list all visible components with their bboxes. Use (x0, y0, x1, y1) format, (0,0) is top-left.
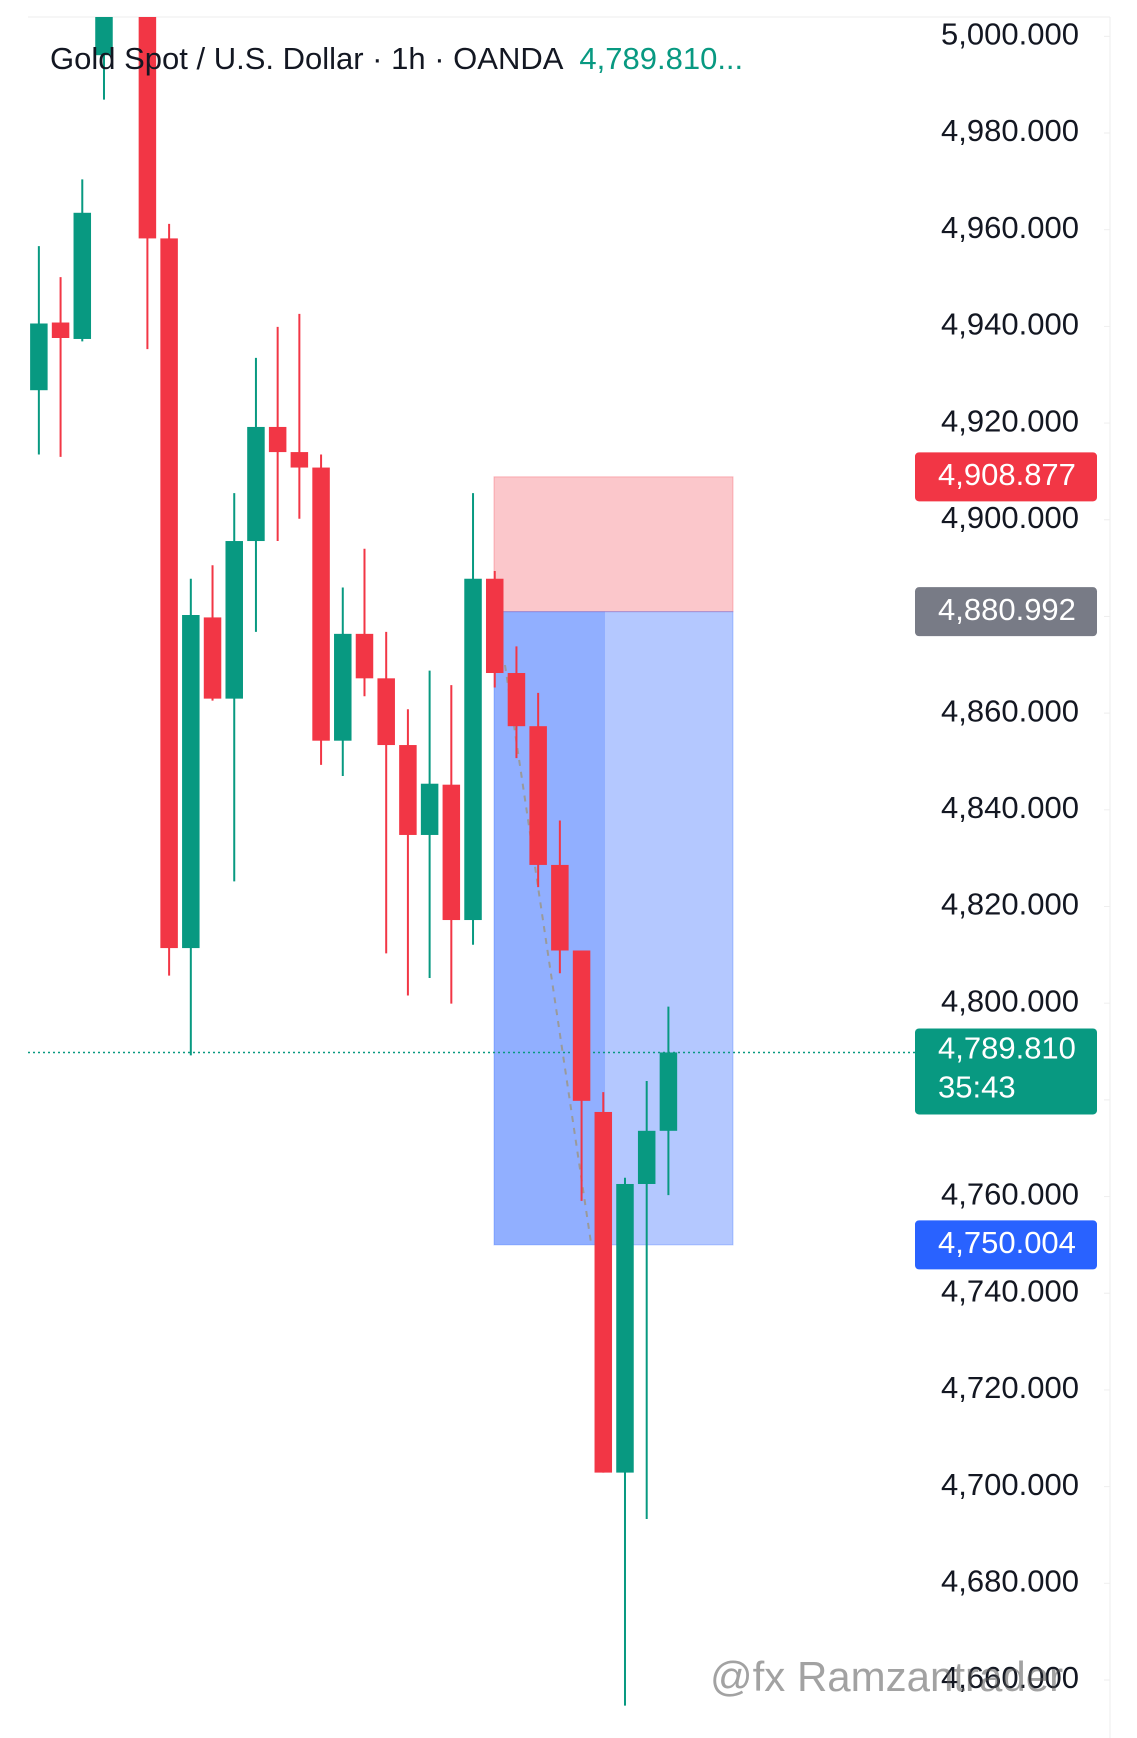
candle-body (420, 783, 439, 835)
candle-body (464, 578, 482, 921)
candle-body (334, 633, 352, 741)
price-label-box (915, 452, 1097, 502)
y-tick-label: 4,700.000 (941, 1467, 1079, 1502)
candle-body (138, 17, 157, 239)
candles (30, 17, 678, 1706)
y-tick-label: 4,980.000 (941, 113, 1079, 148)
y-tick-label: 4,920.000 (941, 403, 1079, 438)
countdown: 35:43 (938, 1070, 1016, 1105)
candle-body (572, 950, 591, 1101)
y-tick-label: 4,720.000 (941, 1370, 1079, 1405)
price-label-box (915, 1028, 1097, 1115)
y-tick-label: 4,680.000 (941, 1563, 1079, 1598)
price-label: 4,908.877 (938, 457, 1076, 492)
candle-body (594, 1111, 613, 1473)
y-tick-label: 4,900.000 (941, 500, 1079, 535)
candle-body (442, 784, 461, 921)
candle-body (268, 426, 287, 453)
candle-body (30, 323, 48, 391)
chart-title: Gold Spot / U.S. Dollar · 1h · OANDA 4,78… (50, 41, 743, 76)
watermark: @fx Ramzantrader (710, 1653, 1063, 1700)
candle-body (312, 467, 330, 741)
stop-zone (493, 476, 734, 613)
price-label-box (915, 1220, 1097, 1270)
candle-body (95, 17, 113, 56)
y-tick-label: 4,740.000 (941, 1273, 1079, 1308)
candle-body (551, 864, 569, 951)
target-zone (493, 611, 734, 1246)
price-label-box (915, 587, 1097, 637)
candle-body (529, 726, 547, 865)
candle-body (616, 1183, 634, 1473)
title-text: Gold Spot / U.S. Dollar · 1h · OANDA (50, 41, 564, 76)
candle-body (290, 452, 309, 468)
price-label: 4,880.992 (938, 592, 1076, 627)
y-tick-label: 4,940.000 (941, 307, 1079, 342)
last-price: 4,789.810... (579, 41, 743, 76)
y-tick-label: 4,820.000 (941, 887, 1079, 922)
y-tick-label: 5,000.000 (941, 17, 1079, 52)
candle-body (247, 426, 265, 542)
y-tick-label: 4,840.000 (941, 790, 1079, 825)
price-labels: 4,908.877 4,880.992 4,789.810 35:43 4,750.00… (915, 452, 1097, 1270)
y-tick-label: 4,800.000 (941, 983, 1079, 1018)
candle-body (182, 614, 200, 949)
y-tick-label: 4,860.000 (941, 693, 1079, 728)
candle-body (485, 578, 504, 674)
candle-body (399, 745, 417, 835)
candle-body (51, 322, 70, 338)
y-tick-label: 4,960.000 (941, 210, 1079, 245)
price-label: 4,750.004 (938, 1225, 1076, 1260)
y-tick-label: 4,660.000 (941, 1660, 1079, 1695)
y-tick-label: 4,760.000 (941, 1177, 1079, 1212)
candle-body (507, 673, 526, 727)
candle-body (637, 1130, 656, 1184)
candle-body (160, 238, 178, 949)
candle-body (203, 617, 222, 699)
price-label: 4,789.810 (938, 1031, 1076, 1066)
candle-body (355, 633, 374, 679)
candle-body (659, 1052, 678, 1131)
candle-body (225, 541, 243, 699)
candle-body (73, 212, 92, 339)
candle-body (377, 678, 395, 746)
trend-path (504, 664, 592, 1244)
